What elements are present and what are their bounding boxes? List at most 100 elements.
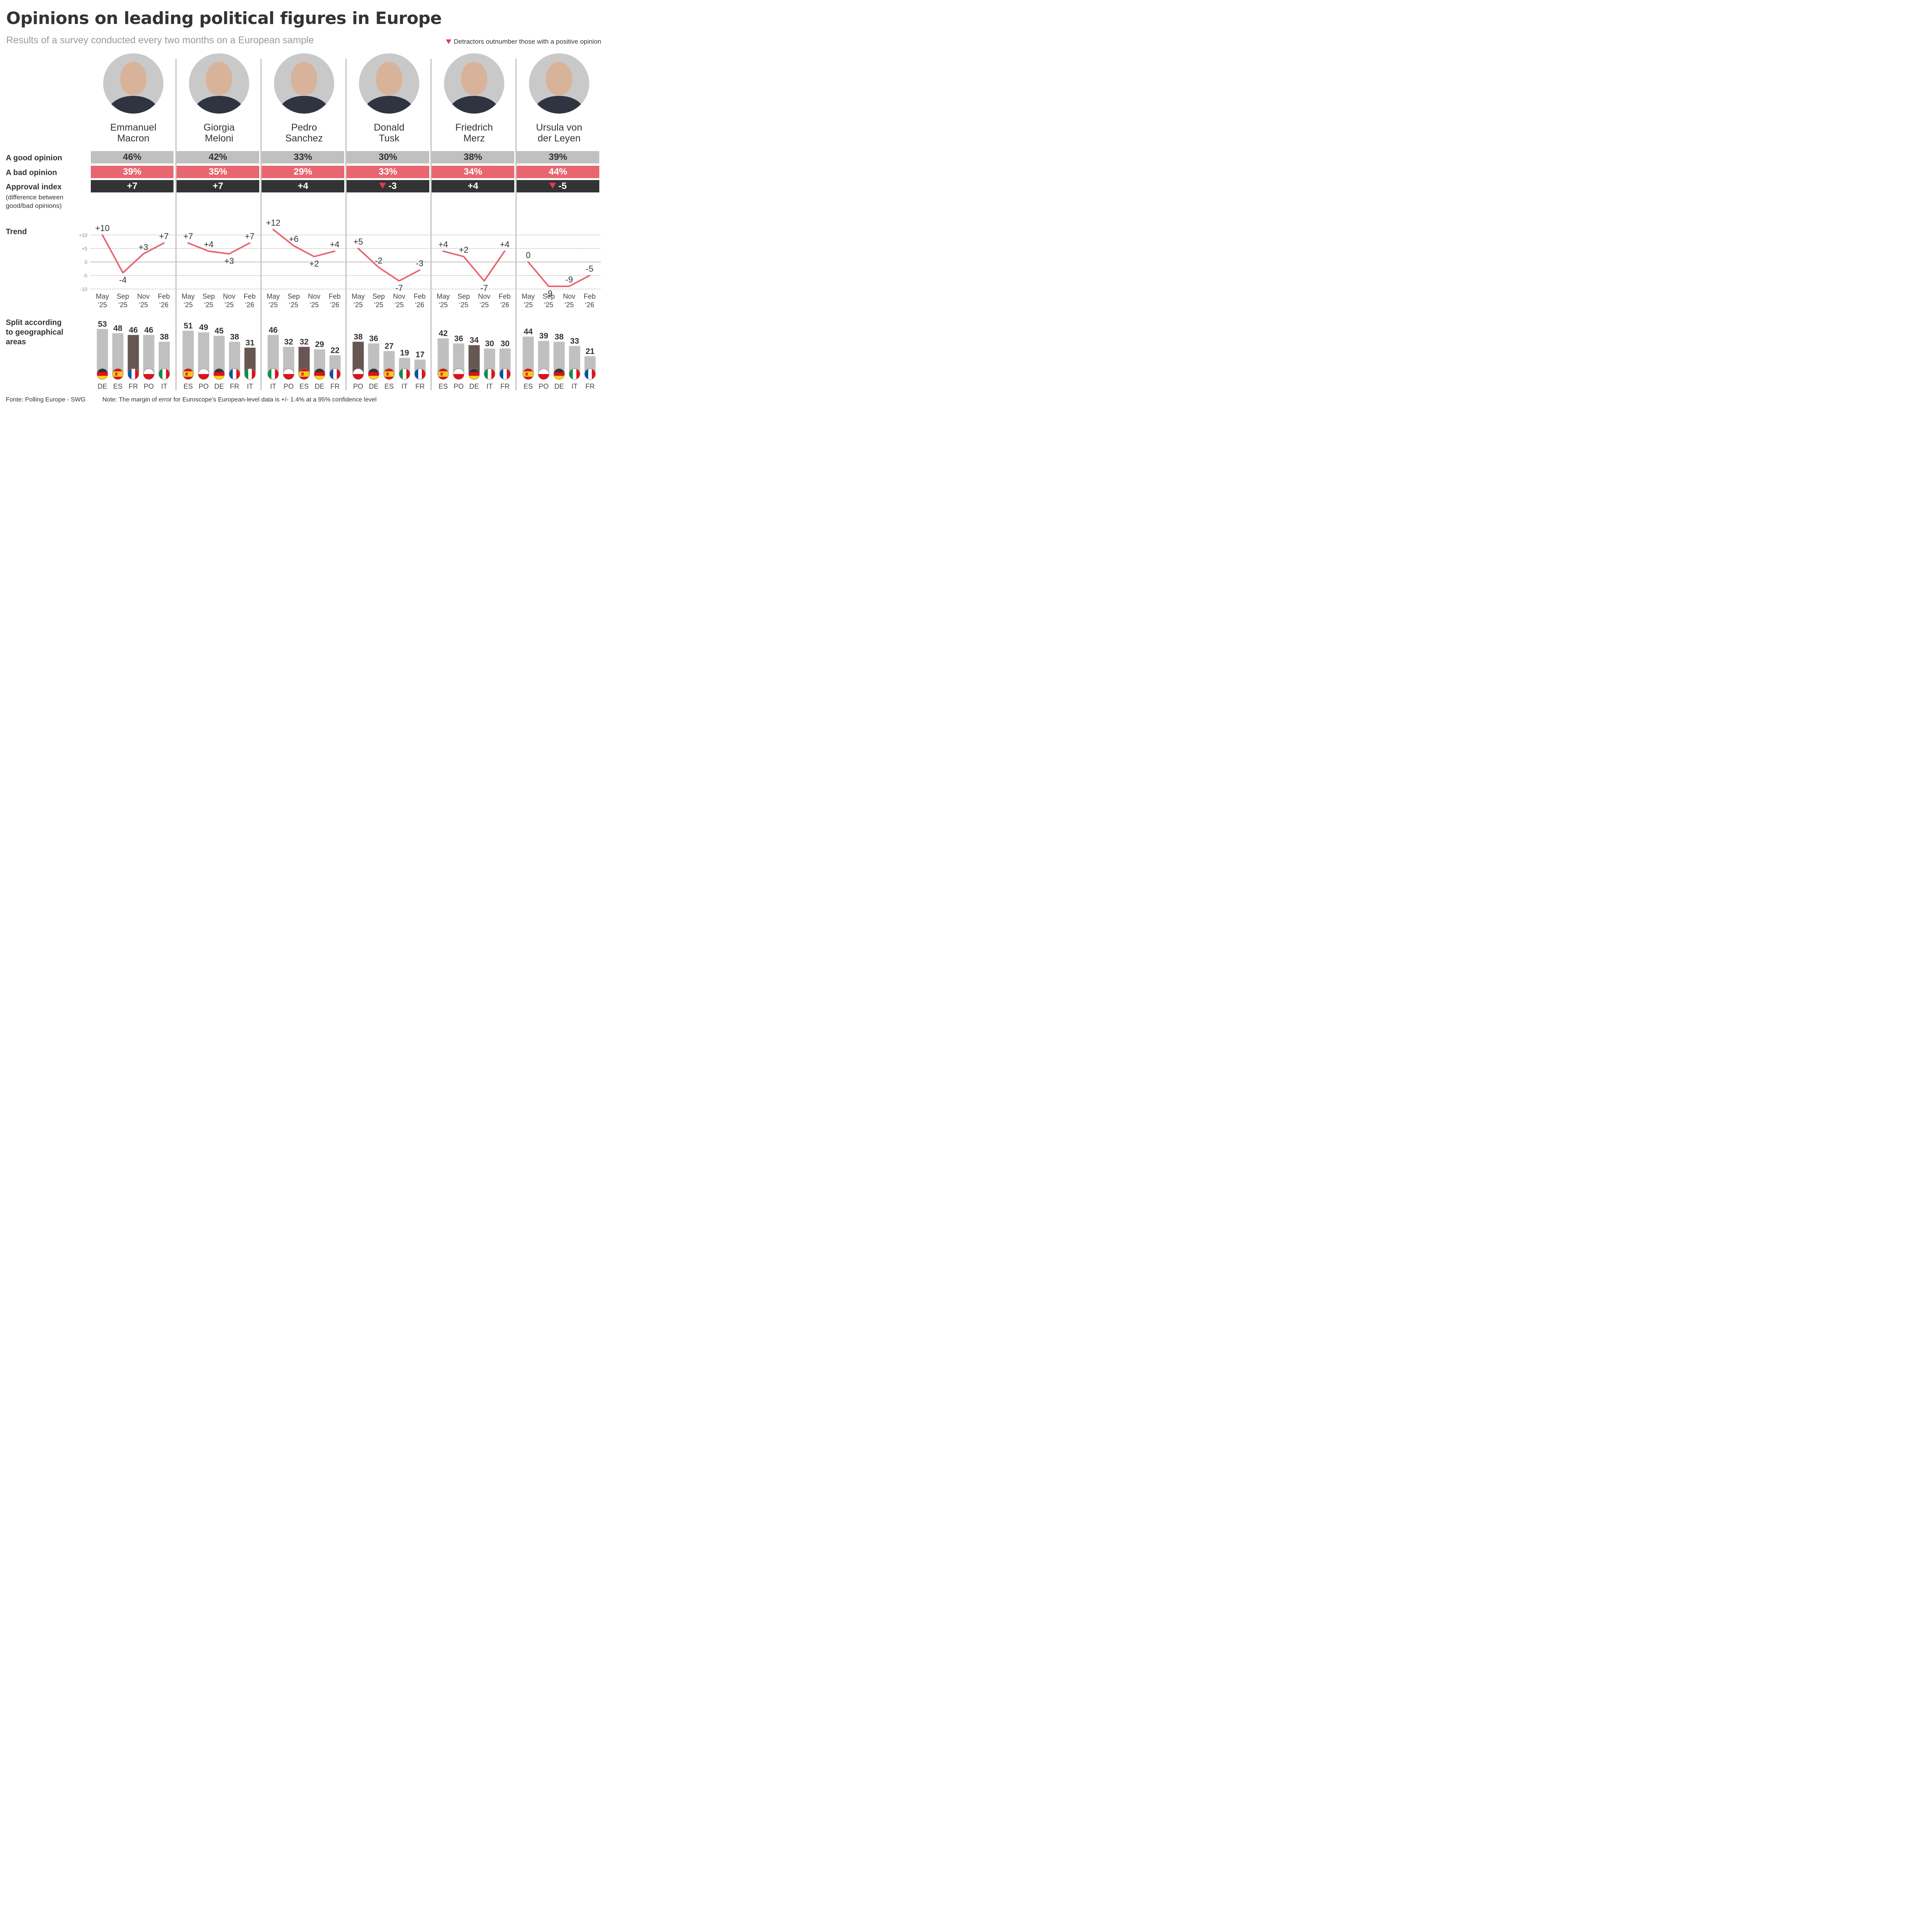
split-bar: [143, 335, 155, 374]
x-tick-label: ‘26: [159, 301, 168, 309]
page-subtitle: Results of a survey conducted every two …: [6, 35, 314, 46]
flag-it-icon: [399, 368, 410, 380]
bad-opinion-cell: 44%: [517, 166, 599, 178]
x-tick-label: Feb: [498, 293, 510, 300]
split-bar-chart: 46 IT 32 PO 32 ES 29 DE 22 FR: [267, 326, 341, 390]
index-note-line: (difference between: [6, 194, 64, 201]
x-tick-label: ‘25: [98, 301, 107, 309]
country-label: PO: [284, 383, 294, 390]
flag-po-icon: [198, 368, 209, 380]
country-label: DE: [97, 383, 107, 390]
split-bar: [437, 338, 449, 374]
footer-source: Fonte: Polling Europe - SWG: [6, 396, 86, 403]
flag-fr-icon: [128, 368, 139, 380]
x-tick-label: ‘25: [544, 301, 553, 309]
flag-es-icon: [298, 368, 310, 380]
country-label: ES: [524, 383, 533, 390]
trend-data-label: -3: [416, 259, 423, 268]
split-label-line: Split according: [6, 318, 62, 327]
split-bar-value: 44: [524, 327, 533, 336]
x-tick-label: Feb: [413, 293, 425, 300]
trend-data-label: +4: [204, 240, 213, 249]
approval-index-cell: -5: [517, 180, 599, 192]
flag-es-icon: [182, 368, 194, 380]
bad-opinion-cell-value: 39%: [122, 167, 142, 177]
row-label-index: Approval index: [6, 183, 62, 191]
x-tick-label: Sep: [372, 293, 385, 300]
flag-it-icon: [484, 368, 495, 380]
split-bar-value: 36: [454, 334, 463, 343]
x-tick-label: ‘25: [118, 301, 128, 309]
approval-index-cell: +7: [91, 180, 173, 192]
split-bar-value: 29: [315, 340, 324, 349]
x-tick-label: ‘26: [415, 301, 424, 309]
last-name: Macron: [117, 133, 150, 144]
y-tick-label: +10: [79, 232, 87, 238]
x-tick-label: May: [352, 293, 365, 300]
flag-de-icon: [468, 368, 480, 380]
country-label: PO: [144, 383, 154, 390]
flag-po-icon: [538, 368, 549, 380]
split-bar-value: 38: [160, 332, 169, 341]
last-name: Meloni: [205, 133, 233, 144]
split-bar: [112, 333, 124, 374]
row-label-bad: A bad opinion: [6, 168, 57, 177]
politician-name: Donald Tusk: [347, 122, 432, 144]
bad-opinion-cell: 29%: [262, 166, 344, 178]
country-label: ES: [384, 383, 394, 390]
x-tick-label: May: [522, 293, 535, 300]
x-tick-label: ‘26: [500, 301, 509, 309]
flag-po-icon: [283, 368, 294, 380]
split-bar-value: 42: [439, 329, 447, 338]
politician-column: Giorgia Meloni 42% 35% +7: [177, 0, 259, 409]
split-bar-value: 48: [113, 324, 122, 333]
first-name: Donald: [374, 122, 405, 133]
row-label-split: Split according to geographical areas: [6, 318, 63, 347]
split-bar: [198, 332, 209, 374]
trend-data-label: -4: [119, 275, 127, 285]
bad-opinion-cell: 34%: [432, 166, 514, 178]
last-name: Merz: [463, 133, 485, 144]
good-opinion-cell: 38%: [432, 151, 514, 163]
bad-opinion-cell: 33%: [347, 166, 429, 178]
trend-data-label: +2: [309, 259, 319, 269]
bad-opinion-cell-value: 29%: [293, 167, 313, 177]
country-label: ES: [299, 383, 309, 390]
country-label: IT: [161, 383, 167, 390]
split-bar: [128, 335, 139, 374]
split-bar-value: 33: [570, 337, 579, 345]
trend-data-label: +7: [159, 231, 168, 241]
x-tick-label: ‘25: [459, 301, 468, 309]
split-bar-value: 19: [400, 349, 409, 357]
x-tick-label: ‘25: [139, 301, 148, 309]
flag-po-icon: [453, 368, 464, 380]
good-opinion-cell-value: 33%: [293, 152, 313, 162]
bad-opinion-cell-value: 35%: [208, 167, 228, 177]
politician-photo: [103, 53, 163, 114]
split-bar-value: 36: [369, 334, 378, 343]
x-tick-label: ‘26: [330, 301, 339, 309]
y-tick-label: 0: [85, 259, 87, 265]
country-label: ES: [113, 383, 122, 390]
good-opinion-cell-value: 30%: [378, 152, 398, 162]
split-bar-value: 30: [500, 339, 509, 348]
x-tick-label: Feb: [158, 293, 170, 300]
country-label: FR: [415, 383, 425, 390]
legend-label: Detractors outnumber those with a positi…: [454, 38, 601, 45]
country-label: IT: [486, 383, 493, 390]
country-label: FR: [500, 383, 510, 390]
politician-name: Emmanuel Macron: [91, 122, 176, 144]
x-tick-label: Feb: [243, 293, 255, 300]
flag-es-icon: [112, 368, 124, 380]
y-tick-label: +5: [82, 246, 87, 252]
split-bar-value: 30: [485, 339, 494, 348]
trend-axes: +10 +5 0 -5 -10: [79, 232, 601, 292]
last-name: der Leyen: [537, 133, 581, 144]
trend-line: [442, 250, 505, 282]
flag-es-icon: [383, 368, 395, 380]
country-label: IT: [401, 383, 408, 390]
trend-data-label: +4: [330, 240, 339, 249]
